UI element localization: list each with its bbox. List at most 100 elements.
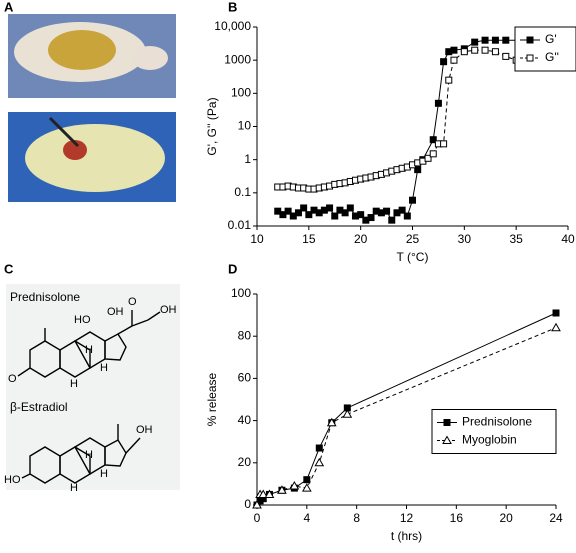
marker [481, 36, 489, 44]
prednisolone-skeleton [17, 310, 161, 378]
marker [342, 409, 353, 418]
marker [502, 36, 510, 44]
x-tick-label: 15 [302, 232, 316, 246]
legend-label: Prednisolone [462, 415, 532, 429]
marker [434, 99, 442, 107]
marker [481, 46, 489, 54]
series-line [277, 39, 522, 222]
marker [450, 46, 458, 54]
marker [326, 417, 337, 427]
marker [294, 209, 302, 217]
legend-marker [442, 435, 452, 444]
marker [409, 196, 416, 204]
x-tick-label: 16 [450, 511, 464, 525]
y-tick-label: 10,000 [214, 19, 251, 33]
panel-label: C [4, 261, 14, 276]
panel-label: A [4, 0, 14, 14]
atom-label: H [100, 468, 108, 480]
y-tick-label: 1 [244, 152, 251, 166]
marker [491, 48, 499, 56]
marker [450, 56, 458, 64]
atom-label: H [70, 482, 78, 494]
photo-top [8, 14, 176, 98]
legend-label: G' [545, 32, 557, 46]
marker [303, 476, 311, 484]
legend-label: Myoglobin [462, 433, 517, 447]
x-tick-label: 40 [561, 232, 575, 246]
marker [388, 216, 396, 224]
marker [440, 58, 448, 66]
y-tick-label: 20 [238, 455, 252, 469]
marker [398, 206, 406, 214]
estradiol-skeleton [21, 424, 141, 484]
x-tick-label: 35 [509, 232, 523, 246]
x-tick-label: 30 [458, 232, 472, 246]
marker [346, 204, 354, 212]
x-tick-label: 4 [303, 511, 310, 525]
marker [341, 209, 349, 217]
legend-marker [526, 36, 534, 44]
y-tick-label: 0 [244, 497, 251, 511]
x-tick-label: 12 [400, 511, 414, 525]
atom-label: OH [160, 304, 177, 316]
x-tick-label: 24 [549, 511, 563, 525]
marker [471, 46, 479, 54]
y-axis-label: % release [205, 373, 219, 427]
atom-label: HO [74, 314, 91, 326]
marker [551, 322, 561, 332]
atom-label: H [85, 344, 93, 356]
y-tick-label: 1000 [224, 52, 251, 66]
atom-label: O [8, 373, 17, 385]
marker [357, 211, 365, 219]
x-tick-label: 20 [354, 232, 368, 246]
marker [326, 204, 334, 212]
marker [445, 76, 453, 84]
x-tick-label: 8 [353, 511, 360, 525]
x-axis-label: t (hrs) [391, 529, 422, 543]
marker [289, 481, 300, 490]
structure-panel [6, 284, 180, 490]
x-tick-label: 25 [406, 232, 420, 246]
marker [367, 214, 375, 222]
marker [429, 150, 437, 158]
atom-label: H [100, 362, 108, 374]
marker [502, 52, 510, 60]
legend-box [514, 26, 576, 72]
x-tick-label: 20 [499, 511, 513, 525]
marker [315, 444, 323, 452]
series-line [256, 327, 557, 506]
marker [429, 136, 437, 144]
structure-name: β-Estradiol [10, 400, 68, 414]
x-axis-label: T (°C) [397, 250, 429, 264]
y-axis-label: G', G'' (Pa) [205, 97, 219, 155]
y-tick-label: 40 [238, 413, 252, 427]
y-tick-label: 100 [231, 286, 251, 300]
y-tick-label: 60 [238, 371, 252, 385]
marker [284, 207, 292, 215]
marker [301, 483, 312, 492]
marker [440, 140, 448, 148]
legend-marker [526, 54, 534, 62]
legend-marker [443, 419, 451, 426]
marker [314, 457, 325, 467]
marker [424, 154, 432, 162]
atom-label: H [70, 378, 78, 390]
marker [277, 485, 287, 494]
atom-label: H [85, 449, 93, 461]
marker [300, 204, 308, 212]
atom-label: OH [136, 424, 153, 436]
marker [252, 499, 262, 509]
marker [403, 212, 411, 220]
y-tick-label: 80 [238, 328, 252, 342]
marker [305, 211, 313, 219]
marker [383, 207, 391, 215]
marker [331, 212, 339, 220]
photo-bottom [8, 112, 176, 202]
atom-label: OH [107, 306, 124, 318]
atom-label: O [128, 296, 137, 308]
y-tick-label: 10 [238, 119, 252, 133]
marker [471, 38, 479, 46]
panel-label: B [228, 0, 237, 14]
marker [552, 309, 560, 317]
